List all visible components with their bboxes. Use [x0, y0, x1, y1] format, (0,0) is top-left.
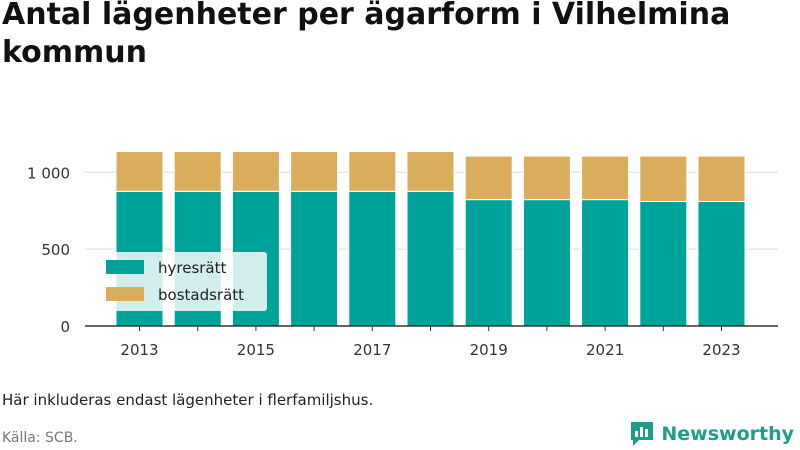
y-tick-label: 0: [60, 318, 70, 336]
bar-hyresratt-2019: [464, 199, 513, 327]
x-tick-label: 2017: [353, 341, 391, 359]
bar-bostadsratt-2021: [581, 155, 630, 201]
legend-label-bostadsratt: bostadsrätt: [158, 286, 244, 304]
y-tick-label: 1 000: [27, 164, 70, 182]
bar-hyresratt-2018: [406, 190, 455, 327]
x-tick-label: 2013: [120, 341, 158, 359]
bar-bostadsratt-2015: [231, 151, 280, 192]
legend-swatch-hyresratt: [106, 260, 144, 274]
axis-layer: 0 500 1 000 2013 2015 2017 2019 2021 2023: [27, 164, 778, 359]
bar-hyresratt-2016: [290, 190, 339, 327]
x-tick-label: 2015: [237, 341, 275, 359]
bar-hyresratt-2017: [348, 190, 397, 327]
bar-bostadsratt-2016: [290, 151, 339, 192]
legend-label-hyresratt: hyresrätt: [158, 259, 227, 277]
bar-hyresratt-2022: [639, 200, 688, 327]
bar-bostadsratt-2018: [406, 151, 455, 192]
x-tick-label: 2023: [702, 341, 740, 359]
bar-hyresratt-2023: [697, 200, 746, 327]
bar-bostadsratt-2020: [522, 155, 571, 201]
bar-bostadsratt-2023: [697, 155, 746, 202]
x-tick-label: 2019: [470, 341, 508, 359]
x-tick-label: 2021: [586, 341, 624, 359]
bar-hyresratt-2020: [522, 199, 571, 327]
bar-bostadsratt-2019: [464, 155, 513, 201]
bar-bostadsratt-2022: [639, 155, 688, 202]
source-text: Källa: SCB.: [2, 430, 78, 446]
newsworthy-logo-icon: [631, 422, 654, 446]
chart-title: Antal lägenheter per ägarform i Vilhelmi…: [2, 0, 731, 70]
newsworthy-logo-text: Newsworthy: [661, 423, 794, 445]
bar-bostadsratt-2013: [115, 151, 164, 192]
chart-note: Här inkluderas endast lägenheter i flerf…: [2, 391, 374, 409]
y-tick-label: 500: [41, 241, 70, 259]
newsworthy-logo: Newsworthy: [629, 420, 794, 448]
legend: hyresrätt bostadsrätt: [98, 252, 267, 311]
bar-bostadsratt-2017: [348, 151, 397, 192]
bar-hyresratt-2021: [581, 199, 630, 327]
bar-bostadsratt-2014: [173, 151, 222, 192]
legend-swatch-bostadsratt: [106, 287, 144, 301]
